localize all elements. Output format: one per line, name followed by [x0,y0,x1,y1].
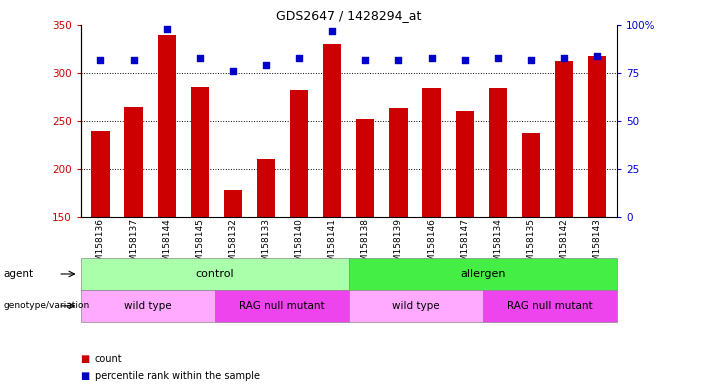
Point [260,62,271,68]
Point [558,55,569,61]
Bar [356,119,374,217]
Point [492,55,503,61]
Bar [554,61,573,217]
Bar [522,134,540,217]
Bar [91,131,109,217]
Bar [191,88,209,217]
Text: ■: ■ [81,371,90,381]
Text: agent: agent [4,269,34,279]
Point [327,28,338,34]
Text: RAG null mutant: RAG null mutant [239,301,325,311]
Text: control: control [196,269,234,279]
Bar [389,109,407,217]
Bar [290,90,308,217]
Point [459,56,470,63]
Point [525,56,536,63]
Bar [158,35,176,217]
Title: GDS2647 / 1428294_at: GDS2647 / 1428294_at [276,9,421,22]
Point [360,56,371,63]
Text: percentile rank within the sample: percentile rank within the sample [95,371,259,381]
Bar [588,56,606,217]
Point [128,56,139,63]
Bar [257,159,275,217]
Point [227,68,238,74]
Point [592,53,603,59]
Text: count: count [95,354,122,364]
Point [194,55,205,61]
Point [426,55,437,61]
Text: wild type: wild type [392,301,440,311]
Bar [125,107,143,217]
Point [95,56,106,63]
Text: wild type: wild type [124,301,172,311]
Text: genotype/variation: genotype/variation [4,301,90,310]
Bar [224,190,242,217]
Point [294,55,305,61]
Point [393,56,404,63]
Bar [456,111,474,217]
Text: allergen: allergen [460,269,505,279]
Text: RAG null mutant: RAG null mutant [507,301,592,311]
Bar [323,44,341,217]
Bar [489,88,507,217]
Point [161,26,172,32]
Text: ■: ■ [81,354,90,364]
Bar [423,88,441,217]
